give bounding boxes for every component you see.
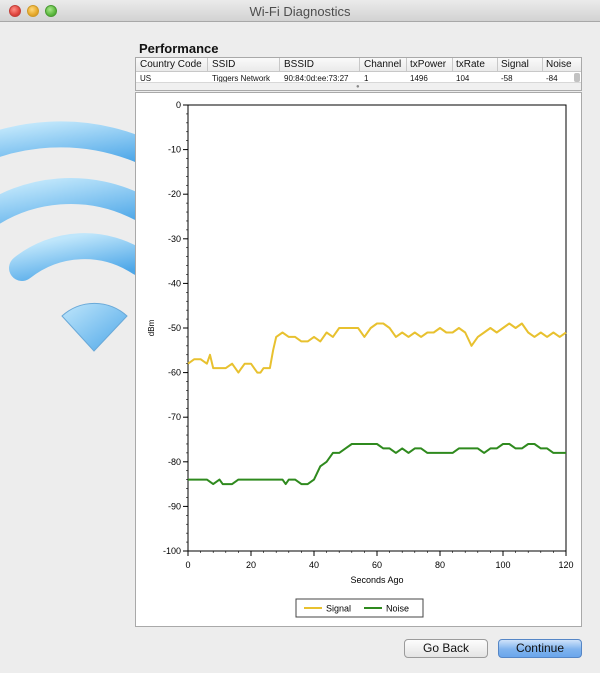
y-tick-label: -50 (168, 323, 181, 333)
column-header-signal[interactable]: Signal (501, 59, 529, 70)
plot-area (187, 104, 567, 552)
column-header-txrate[interactable]: txRate (456, 59, 485, 70)
cell-txrate: 104 (456, 74, 470, 83)
y-tick-label: -20 (168, 189, 181, 199)
cell-country-code: US (140, 74, 152, 83)
legend-label-noise: Noise (386, 604, 409, 614)
vertical-scrollbar[interactable] (574, 73, 580, 82)
y-tick-label: -100 (163, 546, 181, 556)
y-tick-label: -70 (168, 412, 181, 422)
legend-label-signal: Signal (326, 604, 351, 614)
column-header-channel[interactable]: Channel (364, 59, 402, 70)
scroll-grip-icon: ● (356, 84, 360, 90)
cell-txpower: 1496 (410, 74, 428, 83)
performance-chart: 0 -10 -20 -30 -40 -50 -60 -70 -80 -90 -100 0 20 40 60 8… (147, 100, 574, 618)
x-tick-label: 100 (495, 560, 510, 570)
column-divider (497, 58, 498, 72)
column-divider (359, 58, 360, 72)
column-header-country-code[interactable]: Country Code (140, 59, 202, 70)
column-header-bssid[interactable]: BSSID (284, 59, 315, 70)
cell-bssid: 90:84:0d:ee:73:27 (284, 74, 349, 83)
title-bar: Wi-Fi Diagnostics (0, 0, 600, 22)
x-tick-label: 120 (558, 560, 573, 570)
y-axis-label: dBm (147, 319, 156, 336)
y-tick-label: -40 (168, 278, 181, 288)
y-tick-label: -90 (168, 501, 181, 511)
x-tick-label: 80 (435, 560, 445, 570)
window-title: Wi-Fi Diagnostics (249, 4, 351, 19)
minimize-window-icon[interactable] (27, 5, 39, 17)
cell-signal: -58 (501, 74, 513, 83)
close-window-icon[interactable] (9, 5, 21, 17)
y-tick-label: -80 (168, 457, 181, 467)
network-info-table: Country Code SSID BSSID Channel txPower … (135, 57, 582, 91)
series-line-noise (188, 443, 566, 486)
column-header-ssid[interactable]: SSID (212, 59, 236, 70)
column-header-txpower[interactable]: txPower (410, 59, 447, 70)
series-line-signal (187, 322, 567, 374)
wifi-icon (0, 121, 140, 352)
cell-ssid: Tiggers Network (212, 74, 270, 83)
column-divider (279, 58, 280, 72)
column-divider (542, 58, 543, 72)
section-title: Performance (139, 41, 219, 56)
y-tick-label: -30 (168, 234, 181, 244)
zoom-window-icon[interactable] (45, 5, 57, 17)
horizontal-scrollbar[interactable]: ● (136, 82, 581, 90)
x-tick-label: 0 (185, 560, 190, 570)
column-divider (452, 58, 453, 72)
cell-noise: -84 (546, 74, 558, 83)
continue-button[interactable]: Continue (498, 639, 582, 658)
x-tick-label: 40 (309, 560, 319, 570)
cell-channel: 1 (364, 74, 369, 83)
x-axis-label: Seconds Ago (350, 575, 403, 585)
y-tick-label: -10 (168, 145, 181, 155)
column-divider (406, 58, 407, 72)
column-divider (207, 58, 208, 72)
performance-chart-panel: 0 -10 -20 -30 -40 -50 -60 -70 -80 -90 -100 0 20 40 60 8… (135, 92, 582, 627)
y-tick-label: 0 (176, 100, 181, 110)
x-tick-label: 60 (372, 560, 382, 570)
go-back-button[interactable]: Go Back (404, 639, 488, 658)
table-header: Country Code SSID BSSID Channel txPower … (136, 58, 581, 72)
x-tick-label: 20 (246, 560, 256, 570)
column-header-noise[interactable]: Noise (546, 59, 572, 70)
y-tick-label: -60 (168, 368, 181, 378)
legend-box (295, 598, 424, 618)
